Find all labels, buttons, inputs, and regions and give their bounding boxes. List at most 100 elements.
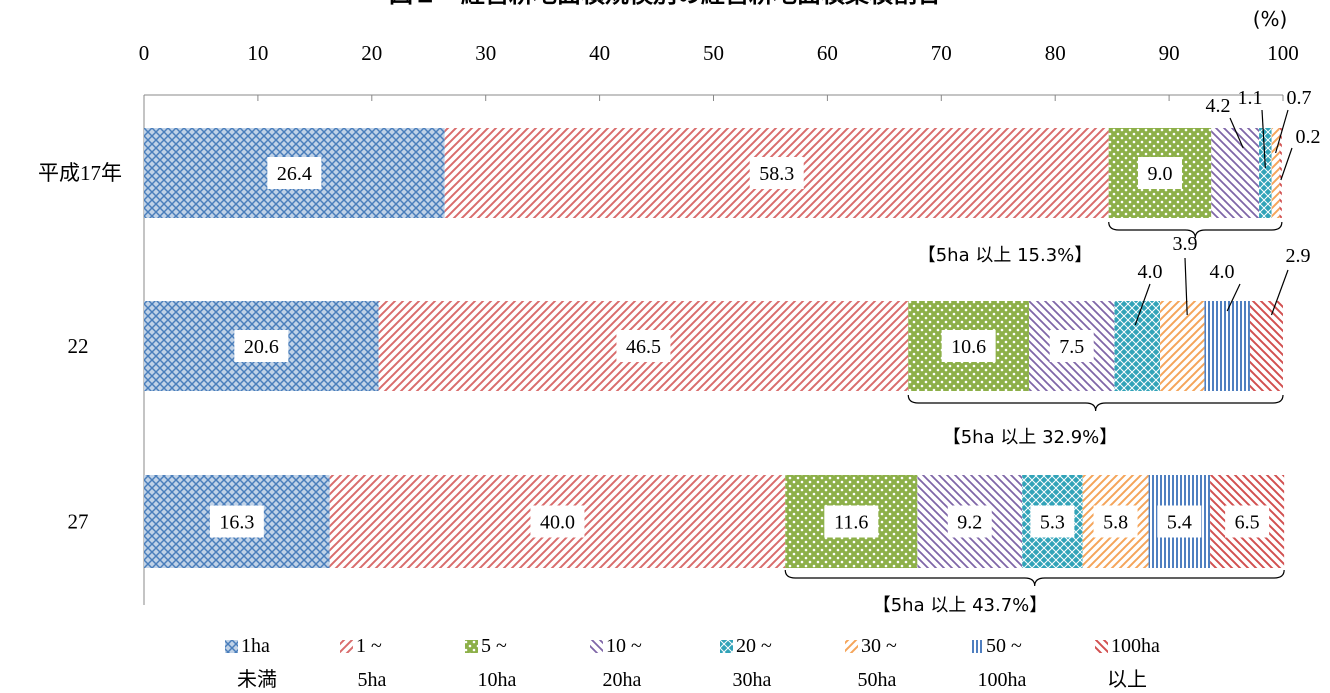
data-label-box [1225,505,1270,538]
data-label: 46.5 [626,336,661,358]
bar-segment [1279,128,1282,218]
leader-line [1280,147,1293,181]
legend-swatch [590,640,603,653]
legend-label-line2: 30ha [733,669,772,691]
x-tick-label: 100 [1267,41,1299,65]
group-brace [784,569,1285,587]
data-label-box [234,330,289,362]
data-label-box [616,330,671,362]
legend-item: 1 ~ 5ha [340,635,387,691]
chart-title: 図１ 経営耕地面積規模別の経営耕地面積集積割合 [389,0,942,8]
legend-label-line2: 5ha [358,669,387,691]
bar-segment [1249,301,1283,391]
x-tick-label: 10 [247,41,268,65]
data-label: 58.3 [759,163,794,185]
legend-label-line1: 1 ~ [356,635,382,657]
leader-line [1184,257,1188,316]
legend-item: 50 ~ 100ha [970,635,1027,691]
data-label-box [209,505,264,538]
x-tick-label: 50 [703,41,724,65]
legend-label-line1: 100ha [1111,635,1160,657]
legend-swatch [1095,640,1108,653]
data-label-box [1030,505,1075,538]
data-label: 7.5 [1059,336,1084,358]
data-label-box [1093,505,1138,538]
leader-line [1134,283,1151,326]
data-label-box [530,505,585,538]
legend-swatch [845,640,858,653]
group-annotation: 【5ha 以上 43.7%】 [873,595,1048,616]
data-label: 3.9 [1173,233,1198,255]
leader-line [1261,109,1266,169]
leader-line [1226,283,1241,312]
data-label-box [1049,330,1094,362]
data-label-box [947,505,992,538]
legend-label-line2: 以上 [1107,668,1147,691]
legend: 1ha 未満 1 ~ 5ha 5 ~ 10ha 10 ~ 20ha 20 ~ 30ha 30 ~ 50… [225,635,1160,691]
data-label: 6.5 [1235,512,1260,534]
data-label: 5.4 [1167,512,1192,534]
x-tick-label: 0 [139,41,150,65]
data-label: 40.0 [540,512,575,534]
legend-label-line1: 50 ~ [986,635,1022,657]
data-label: 0.2 [1296,126,1321,148]
x-tick-label: 60 [817,41,838,65]
group-brace [907,394,1284,412]
data-label: 5.8 [1103,512,1128,534]
category-label: 22 [68,334,89,358]
legend-label-line1: 20 ~ [736,635,772,657]
unit-label: (%) [1253,7,1288,31]
legend-label-line2: 50ha [858,669,897,691]
x-tick-label: 90 [1159,41,1180,65]
bar-segment [1271,128,1280,218]
legend-swatch [720,640,733,653]
group-annotation: 【5ha 以上 15.3%】 [918,245,1093,266]
legend-item: 30 ~ 50ha [845,635,897,691]
leader-line [1229,117,1244,149]
bar-segment [1211,128,1260,218]
bar-segment [1159,301,1205,391]
leader-line [1270,269,1289,316]
data-label-box [1157,505,1202,538]
bar-segment [1204,301,1250,391]
legend-swatch [225,640,238,653]
legend-item: 1ha 未満 [225,635,277,691]
data-label: 9.0 [1147,163,1172,185]
data-label: 9.2 [957,512,982,534]
group-brace [1108,221,1283,239]
legend-label-line2: 未満 [237,668,277,691]
legend-item: 20 ~ 30ha [720,635,772,691]
bar-segment [1259,128,1272,218]
x-axis: 0 10 20 30 40 50 60 70 80 90 100 平成17年 22 27 [38,41,1299,605]
legend-swatch [340,640,353,653]
data-label-box [1137,157,1182,189]
legend-item: 5 ~ 10ha [465,635,517,691]
data-label: 20.6 [244,336,279,358]
data-label: 5.3 [1040,512,1065,534]
bars [144,128,1285,568]
legend-label-line2: 10ha [478,669,517,691]
data-label-box [824,505,879,538]
data-label-box [267,157,322,189]
legend-label-line1: 30 ~ [861,635,897,657]
group-annotation: 【5ha 以上 32.9%】 [943,427,1118,448]
data-label: 11.6 [834,512,868,534]
category-label: 平成17年 [38,161,122,185]
data-label-box [749,157,804,189]
data-labels: 26.4 58.3 9.0 20.6 46.5 10.6 7.5 16.3 40.0 11.6 9.… [209,87,1321,538]
bar-segment [1114,301,1160,391]
data-label-box [941,330,996,362]
legend-swatch [970,640,983,653]
x-tick-label: 30 [475,41,496,65]
data-label: 0.7 [1287,87,1312,109]
x-tick-label: 80 [1045,41,1066,65]
data-label: 26.4 [277,163,312,185]
x-tick-label: 70 [931,41,952,65]
legend-label-line1: 10 ~ [606,635,642,657]
data-label: 4.0 [1138,261,1163,283]
legend-item: 100ha 以上 [1095,635,1160,691]
legend-label-line2: 100ha [978,669,1027,691]
data-label: 2.9 [1286,245,1311,267]
group-annotations: 【5ha 以上 15.3%】【5ha 以上 32.9%】【5ha 以上 43.7… [784,221,1285,616]
